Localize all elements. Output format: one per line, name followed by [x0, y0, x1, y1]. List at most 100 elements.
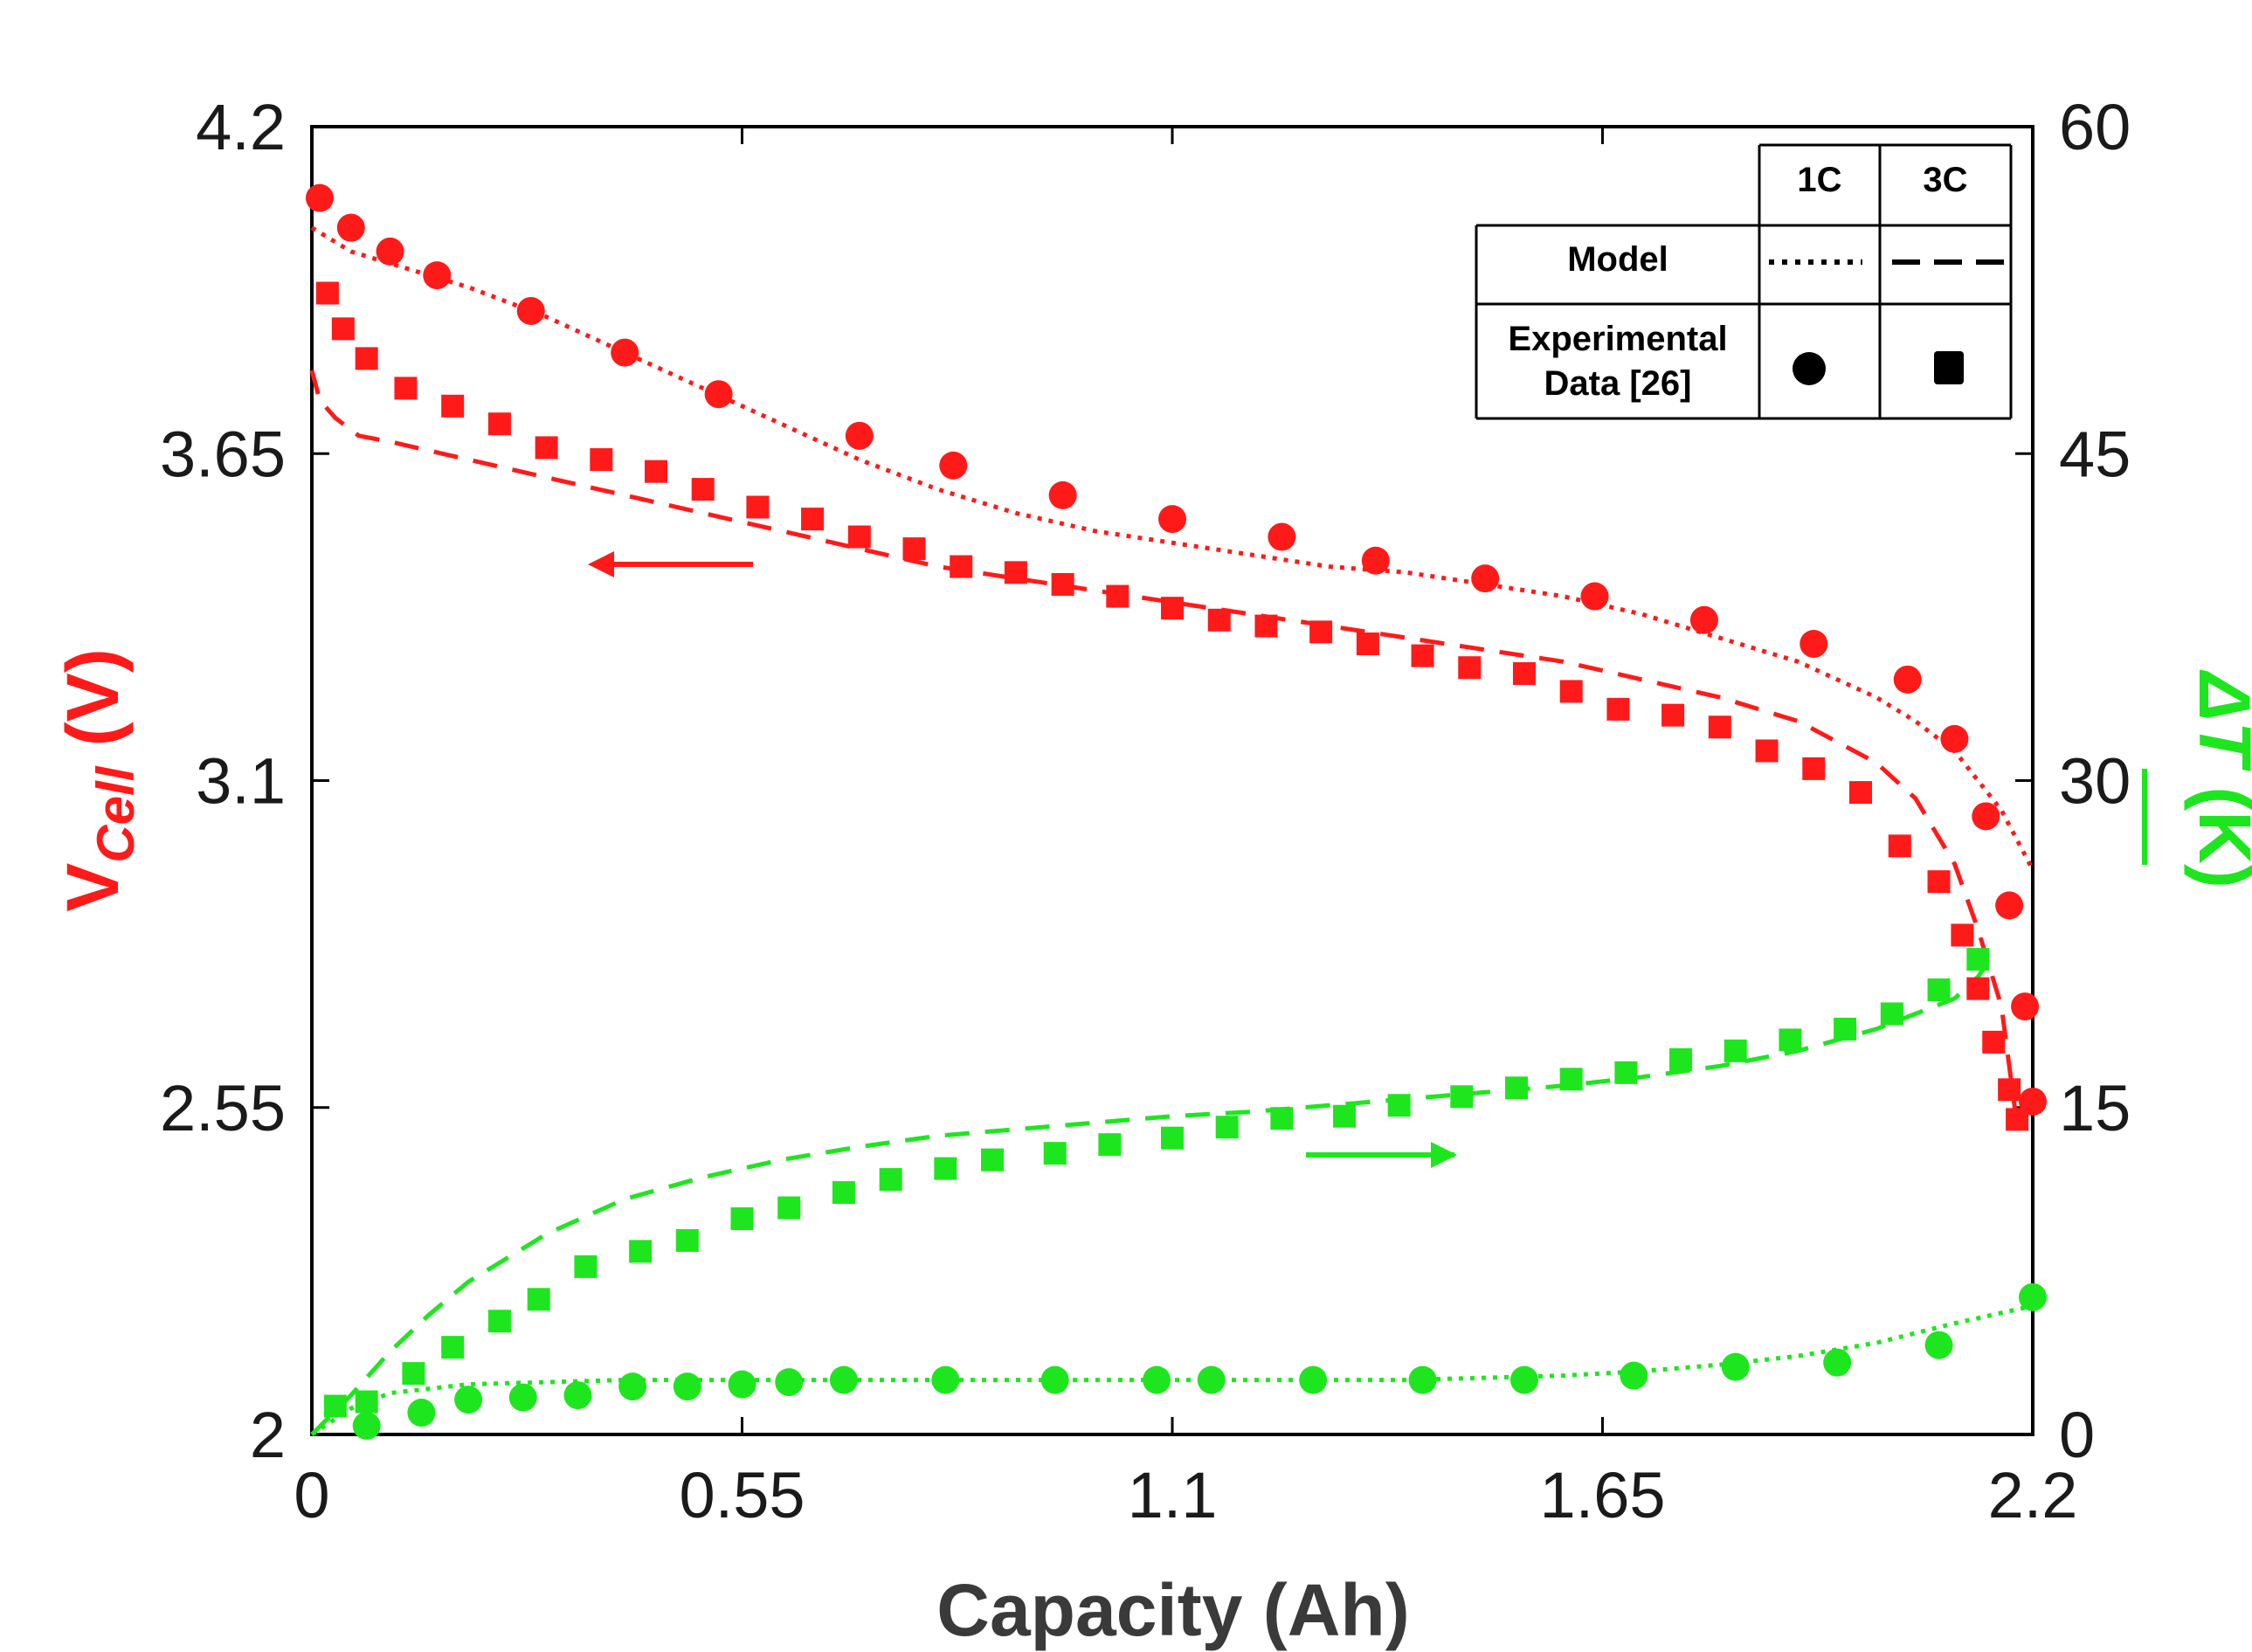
temperature-3c-experimental-point	[1505, 1076, 1528, 1100]
temperature-3c-experimental-point	[1779, 1028, 1802, 1052]
temperature-3c-experimental-point	[1215, 1116, 1239, 1139]
voltage-3c-experimental-point	[645, 460, 667, 483]
voltage-3c-experimental-point	[1411, 644, 1434, 667]
legend-circle-marker	[1793, 352, 1826, 385]
voltage-1c-experimental-point	[1048, 480, 1077, 509]
y-left-tick-label: 2.55	[160, 1072, 286, 1144]
temperature-1c-experimental-point	[618, 1372, 647, 1401]
temperature-3c-experimental-point	[1669, 1047, 1693, 1071]
voltage-3c-experimental-point	[1106, 584, 1129, 608]
voltage-1c-experimental-point	[939, 451, 968, 480]
voltage-3c-experimental-point	[355, 347, 378, 370]
temperature-3c-experimental-point	[402, 1362, 425, 1386]
temperature-3c-experimental-point	[441, 1336, 465, 1359]
temperature-3c-experimental-point	[1098, 1133, 1122, 1157]
temperature-1c-experimental-point	[931, 1365, 960, 1394]
voltage-1c-experimental-point	[845, 421, 874, 450]
temperature-1c-experimental-point	[1924, 1331, 1953, 1359]
y-right-tick-label: 15	[2059, 1072, 2131, 1144]
axis-ticks: 0 0.55 1.1 1.65 2.2 2 2.55 3.1 3.65 4.2 0 15 30 45 60	[160, 91, 2131, 1531]
y-left-tick-label: 3.65	[160, 418, 286, 490]
legend-square-marker	[1934, 351, 1964, 384]
voltage-3c-experimental-point	[1951, 923, 1974, 947]
temperature-3c-model-line	[310, 953, 1996, 1436]
temperature-3c-experimental-point	[730, 1206, 754, 1230]
voltage-1c-experimental-point	[704, 380, 733, 409]
legend-3c-header: 3C	[1923, 161, 1967, 199]
temperature-1c-experimental-point	[1197, 1365, 1226, 1394]
temperature-3c-experimental-point	[1927, 978, 1951, 1002]
temperature-1c-experimental-point	[1040, 1365, 1069, 1394]
temperature-3c-experimental-point	[1270, 1107, 1294, 1130]
voltage-1c-experimental-point	[305, 183, 334, 212]
temperature-3c-experimental-point	[879, 1168, 902, 1192]
voltage-1c-model-line	[310, 225, 2035, 871]
legend-table: 1C 3C Model Experimental Data [26]	[1475, 143, 2013, 420]
x-tick-label: 0	[294, 1459, 329, 1531]
voltage-1c-experimental-point	[516, 296, 545, 325]
voltage-1c-experimental-point	[1158, 505, 1186, 534]
temperature-3c-experimental-point	[1724, 1039, 1747, 1062]
voltage-3c-experimental-point	[1356, 632, 1379, 655]
temperature-1c-experimental-point	[728, 1370, 756, 1399]
voltage-1c-experimental-point	[1689, 605, 1718, 634]
voltage-3c-experimental-point	[1254, 614, 1278, 638]
voltage-3c-experimental-point	[746, 495, 770, 519]
voltage-3c-model-line	[309, 370, 2020, 1126]
voltage-3c-experimental-point	[1927, 870, 1951, 894]
voltage-3c-experimental-point	[1966, 977, 1990, 1000]
voltage-3c-experimental-point	[801, 508, 825, 531]
temperature-3c-experimental-point	[487, 1310, 511, 1333]
legend-experimental-label-line2: Data [26]	[1544, 364, 1692, 403]
voltage-3c-experimental-point	[1309, 620, 1333, 644]
x-tick-label: 0.55	[679, 1459, 805, 1531]
voltage-1c-experimental-point	[1972, 802, 2000, 831]
voltage-3c-experimental-point	[1998, 1078, 2021, 1102]
voltage-3c-experimental-point	[590, 448, 613, 472]
y-left-tick-label: 4.2	[196, 91, 286, 163]
temperature-3c-experimental-point	[574, 1255, 598, 1278]
temperature-3c-experimental-point	[1880, 1002, 1903, 1026]
temperature-1c-experimental-point	[1143, 1365, 1171, 1394]
temperature-3c-experimental-point	[1333, 1104, 1356, 1128]
voltage-3c-experimental-point	[1559, 680, 1583, 703]
voltage-3c-experimental-point	[331, 317, 355, 341]
voltage-1c-experimental-point	[1580, 582, 1609, 611]
voltage-1c-experimental-point	[1800, 629, 1828, 658]
voltage-3c-experimental-point	[1004, 561, 1027, 584]
voltage-1c-experimental-point	[1995, 891, 2024, 920]
voltage-3c-experimental-point	[1802, 757, 1826, 780]
temperature-3c-experimental-point	[1614, 1061, 1638, 1084]
voltage-1c-experimental-point	[423, 261, 452, 290]
voltage-3c-experimental-point	[1849, 781, 1872, 805]
temperature-3c-experimental-point	[934, 1157, 957, 1180]
temperature-1c-experimental-point	[352, 1412, 381, 1441]
legend-model-label: Model	[1567, 240, 1668, 279]
voltage-1c-experimental-point	[1471, 564, 1500, 593]
y-right-tick-label: 30	[2059, 745, 2131, 818]
voltage-1c-experimental-point	[2011, 992, 2040, 1021]
y-right-tick-label: 0	[2059, 1399, 2095, 1471]
voltage-1c-experimental-point	[1268, 522, 1296, 551]
voltage-3c-experimental-point	[1888, 834, 1911, 858]
temperature-1c-experimental-point	[407, 1399, 436, 1427]
x-tick-label: 1.1	[1128, 1459, 1218, 1531]
temperature-3c-experimental-point	[527, 1288, 550, 1311]
temperature-3c-experimental-point	[629, 1240, 653, 1263]
x-axis-label: Capacity (Ah)	[936, 1569, 1409, 1651]
temperature-1c-experimental-point	[775, 1368, 804, 1397]
temperature-3c-experimental-point	[1966, 948, 1990, 971]
voltage-3c-experimental-point	[487, 412, 511, 436]
temperature-1c-experimental-point	[1721, 1352, 1750, 1381]
temperature-1c-experimental-point	[1408, 1365, 1437, 1394]
svg-text:ΔT (K): ΔT (K)	[2184, 669, 2252, 888]
voltage-1c-experimental-point	[1361, 546, 1390, 575]
voltage-1c-experimental-point	[611, 338, 639, 367]
voltage-1c-experimental-point	[376, 237, 404, 266]
voltage-3c-experimental-point	[1982, 1030, 2006, 1054]
voltage-3c-experimental-point	[441, 394, 465, 418]
voltage-3c-experimental-point	[1708, 715, 1731, 739]
voltage-3c-experimental-point	[1458, 656, 1482, 680]
voltage-1c-experimental-point	[336, 213, 365, 242]
